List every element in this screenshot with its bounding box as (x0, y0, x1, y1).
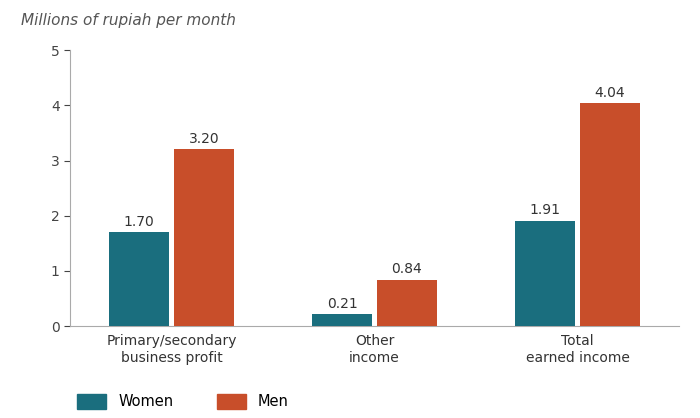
Text: Millions of rupiah per month: Millions of rupiah per month (21, 13, 236, 28)
Bar (580, 103, 641, 326)
Text: 3.20: 3.20 (189, 132, 219, 146)
Text: 4.04: 4.04 (595, 86, 625, 100)
Legend: Women, Men: Women, Men (77, 394, 288, 409)
Text: 1.70: 1.70 (124, 215, 155, 229)
Bar (312, 314, 372, 326)
Bar (108, 232, 169, 326)
Text: 0.84: 0.84 (391, 263, 422, 276)
Bar (514, 221, 575, 326)
Bar (174, 150, 234, 326)
Bar (377, 280, 438, 326)
Text: 0.21: 0.21 (327, 297, 358, 311)
Text: 1.91: 1.91 (529, 203, 561, 217)
